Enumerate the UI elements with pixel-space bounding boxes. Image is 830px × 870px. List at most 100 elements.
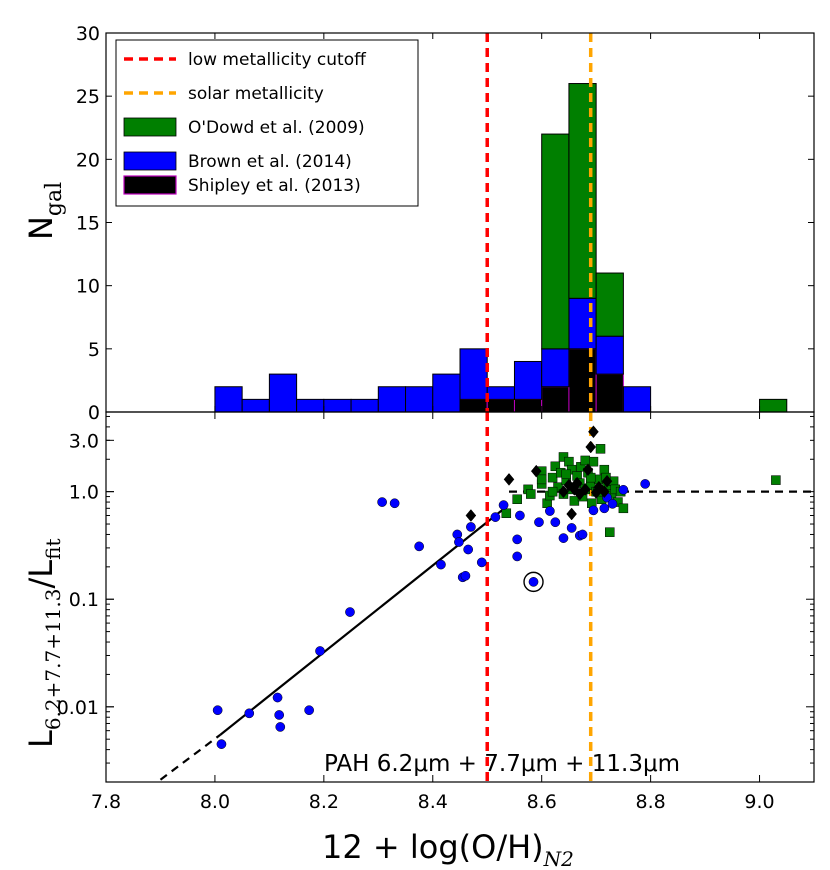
scatter-y-axis-title-sub2: fit (41, 539, 65, 560)
hist-bar-brown (486, 386, 515, 400)
point-odowd (605, 527, 615, 537)
point-brown (463, 544, 474, 555)
scatter-y-axis-title-tail: /L (22, 560, 60, 589)
scatter-y-tick-label: 0.1 (69, 589, 99, 611)
hist-bar-odowd (541, 133, 570, 350)
point-odowd (771, 475, 781, 485)
point-brown (512, 534, 523, 545)
x-axis-title: 12 + log(O/H)N2 (322, 828, 574, 870)
point-brown (304, 705, 314, 716)
hist-bar-odowd (595, 272, 624, 337)
scatter-y-tick-label: 0.01 (57, 697, 99, 719)
point-brown (490, 512, 501, 522)
point-brown (607, 499, 618, 509)
point-odowd (569, 496, 580, 506)
point-odowd (588, 456, 599, 467)
scatter-y-axis-title-sub: 6.2+7.7+11.3 (41, 589, 65, 731)
scatter-x-tick-label: 8.2 (309, 791, 339, 813)
scatter-y-ticks: 0.01 0.1 1.0 3.0 (57, 415, 814, 783)
point-brown (512, 551, 523, 562)
point-brown (216, 739, 227, 749)
hist-bar-brown (214, 386, 243, 413)
hist-bar-shipley (513, 398, 543, 413)
hist-bar-shipley (459, 398, 488, 413)
circled-point-ring (523, 571, 544, 593)
point-brown (244, 708, 255, 719)
point-odowd (547, 486, 558, 497)
histogram-y-ticks: 0 5 10 15 20 25 30 (76, 23, 814, 424)
hist-y-tick-label: 5 (88, 339, 100, 361)
point-brown (345, 607, 355, 617)
point-brown (545, 506, 555, 516)
point-brown (498, 500, 509, 510)
legend: low metallicity cutoff solar metallicity… (115, 39, 419, 207)
point-brown (414, 541, 425, 552)
hist-bar-odowd (759, 398, 788, 413)
point-brown (534, 517, 544, 528)
hist-bar-brown (595, 335, 624, 375)
point-brown (436, 559, 446, 570)
hist-y-tick-label: 25 (76, 86, 100, 108)
histogram-y-axis-title: Ngal (22, 182, 67, 240)
points-shipley (465, 425, 613, 522)
histogram-y-axis-title-main: N (22, 216, 60, 240)
point-brown (272, 692, 283, 703)
hist-bar-shipley (486, 398, 515, 413)
scatter-x-tick-label: 7.8 (91, 791, 121, 813)
point-shipley (585, 440, 597, 454)
legend-label-shipley: Shipley et al. (2013) (188, 176, 361, 196)
point-shipley (503, 472, 515, 486)
point-odowd (526, 489, 536, 499)
points-brown (212, 479, 651, 749)
point-brown (377, 497, 387, 507)
point-brown (588, 505, 599, 516)
point-brown (577, 529, 588, 540)
legend-swatch-brown (123, 151, 177, 171)
histogram-reference-lines (485, 33, 593, 412)
fit-line-solid (219, 508, 505, 736)
hist-bar-brown (432, 373, 461, 413)
hist-bar-brown (268, 373, 298, 413)
hist-bar-brown (459, 348, 488, 400)
scatter-x-ticks: 7.8 8.0 8.2 8.4 8.6 8.8 9.0 (91, 412, 775, 813)
scatter-x-tick-label: 9.0 (744, 791, 774, 813)
hist-bar-shipley (541, 386, 570, 413)
point-brown (558, 533, 569, 543)
hist-bar-brown (350, 398, 379, 413)
x-axis-title-main: 12 + log(O/H) (322, 828, 544, 866)
point-brown (274, 710, 285, 720)
hist-y-tick-label: 0 (88, 402, 100, 424)
point-shipley (582, 463, 594, 477)
point-brown (618, 484, 629, 495)
x-axis-title-sub: N2 (543, 847, 574, 870)
point-odowd (599, 464, 610, 475)
legend-label-solar: solar metallicity (188, 84, 324, 104)
scatter-x-tick-label: 8.0 (200, 791, 230, 813)
hist-bar-brown (241, 398, 270, 413)
point-brown (389, 498, 400, 509)
point-odowd (561, 469, 571, 480)
hist-bar-brown (377, 386, 407, 413)
point-shipley (558, 485, 569, 499)
scatter-panel: 0.01 0.1 1.0 3.0 7.8 8.0 8.2 8.4 8.6 8.8 9.0 PAH … (22, 411, 815, 870)
legend-swatch-odowd (123, 117, 177, 137)
point-odowd (547, 472, 558, 483)
point-shipley (530, 464, 542, 478)
hist-y-tick-label: 10 (76, 276, 100, 298)
histogram-y-axis-title-sub: gal (42, 182, 67, 216)
point-brown (212, 705, 223, 716)
point-brown (528, 577, 539, 587)
point-brown (515, 510, 525, 521)
hist-bar-brown (541, 348, 570, 388)
point-shipley (571, 476, 583, 490)
histogram-panel: 0 5 10 15 20 25 30 low metallicity cutoff sola… (22, 23, 815, 424)
point-brown (315, 646, 325, 656)
hist-bar-shipley (595, 373, 624, 413)
hist-bar-brown (296, 398, 325, 413)
fit-line-dashed-low (159, 733, 222, 781)
point-brown (550, 517, 561, 528)
point-odowd (550, 461, 561, 472)
point-odowd (580, 455, 591, 466)
circled-point-marker (523, 571, 544, 593)
